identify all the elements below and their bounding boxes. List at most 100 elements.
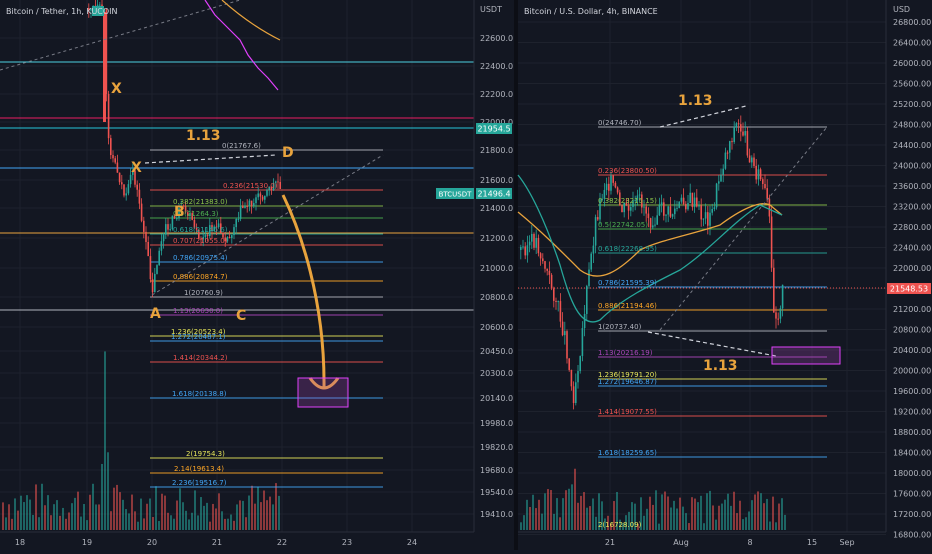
left-candle-body — [138, 189, 141, 204]
left-arrow-head — [308, 377, 340, 390]
left-candle-body — [112, 155, 114, 159]
right-price-tick: 18800.00 — [893, 428, 931, 437]
left-volume-bar — [254, 503, 256, 530]
left-time-axis[interactable]: 18 19 20 21 22 23 24 — [15, 538, 417, 547]
right-volume-bar — [754, 494, 756, 530]
left-candle-body — [226, 236, 229, 242]
left-volume-bar — [257, 486, 259, 530]
left-volume-bar — [230, 514, 232, 530]
right-ratio-annotation-bottom: 1.13 — [703, 358, 738, 374]
left-volume-bar — [221, 511, 223, 530]
left-candle-body — [90, 8, 92, 11]
right-candle-body — [770, 216, 773, 268]
right-candle-body — [689, 192, 691, 204]
left-price-axis[interactable] — [474, 0, 514, 532]
left-badge-price: 21954.5 — [477, 125, 510, 134]
right-candle-body — [748, 155, 751, 163]
right-volume-bar — [604, 518, 606, 530]
panel-divider[interactable] — [514, 0, 518, 550]
left-volume-bar — [242, 500, 244, 530]
left-candle-body — [127, 184, 130, 194]
right-candle-body — [781, 284, 784, 309]
right-candle-body — [735, 123, 738, 127]
right-candle-body — [660, 202, 663, 206]
left-candle-body — [184, 206, 187, 213]
right-price-tick: 19600.00 — [893, 387, 931, 396]
right-time-axis[interactable]: 21 Aug 8 15 Sep — [605, 538, 855, 547]
right-volume-bar — [583, 492, 585, 530]
left-volume-bar — [182, 502, 184, 530]
right-price-axis[interactable] — [886, 0, 932, 532]
left-candle-body — [255, 197, 257, 204]
left-fib-label: 0.236(21530.0) — [223, 182, 278, 190]
left-candle-body — [88, 8, 90, 11]
left-candle-body — [169, 229, 171, 231]
left-fib-label: 1.414(20344.2) — [173, 354, 228, 362]
right-candle-body — [630, 207, 632, 211]
right-price-tick: 22000.00 — [893, 264, 931, 273]
left-candle-body — [149, 256, 152, 280]
left-volume-bar — [260, 502, 262, 530]
right-candle-body — [621, 205, 623, 213]
left-candle-body — [261, 196, 264, 200]
right-volume-bar — [736, 513, 738, 530]
left-fib-label: 0.382(21383.0) — [173, 198, 228, 206]
left-candle-body — [248, 200, 251, 207]
left-volume-bar — [23, 502, 25, 530]
left-price-tick: 20300.0 — [480, 369, 513, 378]
left-volume-bar — [71, 503, 73, 530]
left-candle-body — [202, 236, 204, 240]
left-candle-body — [187, 212, 189, 217]
right-volume-bar — [622, 522, 624, 530]
right-badge-price: 21548.53 — [890, 285, 928, 294]
left-volume-bar — [263, 490, 265, 530]
left-candle-body — [180, 205, 182, 209]
left-price-tick: 19820.0 — [480, 443, 513, 452]
left-candle-body — [270, 186, 273, 191]
left-volume-bar — [215, 508, 217, 530]
right-volume-bar — [646, 508, 648, 530]
left-volume-bar — [41, 483, 43, 530]
right-volume-bar — [718, 505, 720, 530]
right-candle-body — [583, 313, 586, 329]
left-fib-label: 2(19754.3) — [186, 450, 225, 458]
right-volume-bar — [676, 508, 678, 530]
left-candle-body — [195, 227, 198, 230]
left-candle-body — [147, 242, 149, 257]
left-volume-bar — [203, 505, 205, 530]
right-fib-label: 1.618(18259.65) — [598, 449, 657, 457]
left-volume-bar — [32, 514, 34, 530]
right-volume-bar — [667, 496, 669, 530]
right-volume-bar — [682, 506, 684, 530]
left-candle-body — [103, 9, 105, 13]
left-candle-body — [129, 174, 132, 185]
left-volume-bar — [77, 491, 79, 530]
left-candle-body — [237, 218, 240, 220]
left-price-tick: 19410.0 — [480, 510, 513, 519]
ticker-symbol: BTCUSDT — [439, 191, 473, 199]
left-price-tick: 19680.0 — [480, 466, 513, 475]
left-volume-bar — [185, 510, 187, 530]
right-chart-panel[interactable]: 0(24746.70) 0.236(23800.50) 0.382(23215.15… — [517, 0, 932, 547]
right-candle-body — [590, 253, 592, 270]
left-price-tick: 21600.0 — [480, 176, 513, 185]
right-candle-body — [634, 199, 636, 201]
right-candle-body — [636, 195, 639, 200]
right-price-tick: 20000.00 — [893, 367, 931, 376]
right-price-tick: 24000.00 — [893, 162, 931, 171]
right-candle-body — [742, 131, 744, 136]
right-candle-body — [539, 253, 542, 259]
left-volume-bar — [56, 500, 58, 530]
left-volume-bar — [26, 495, 28, 530]
left-candle-body — [105, 9, 108, 95]
right-volume-bar — [643, 515, 645, 530]
right-fib-labels: 0(24746.70) 0.236(23800.50) 0.382(23215.15… — [598, 119, 657, 529]
right-volume-bar — [724, 499, 726, 530]
right-volume-bar — [685, 513, 687, 530]
right-candle-body — [715, 183, 718, 208]
right-candles — [520, 115, 784, 410]
right-candle-body — [755, 166, 757, 180]
left-candle-body — [231, 235, 233, 239]
left-chart-panel[interactable]: 0(21767.6) 0.236(21530.0) 0.382(21383.0) 0.… — [0, 0, 514, 547]
right-fib-label: 0.236(23800.50) — [598, 167, 657, 175]
